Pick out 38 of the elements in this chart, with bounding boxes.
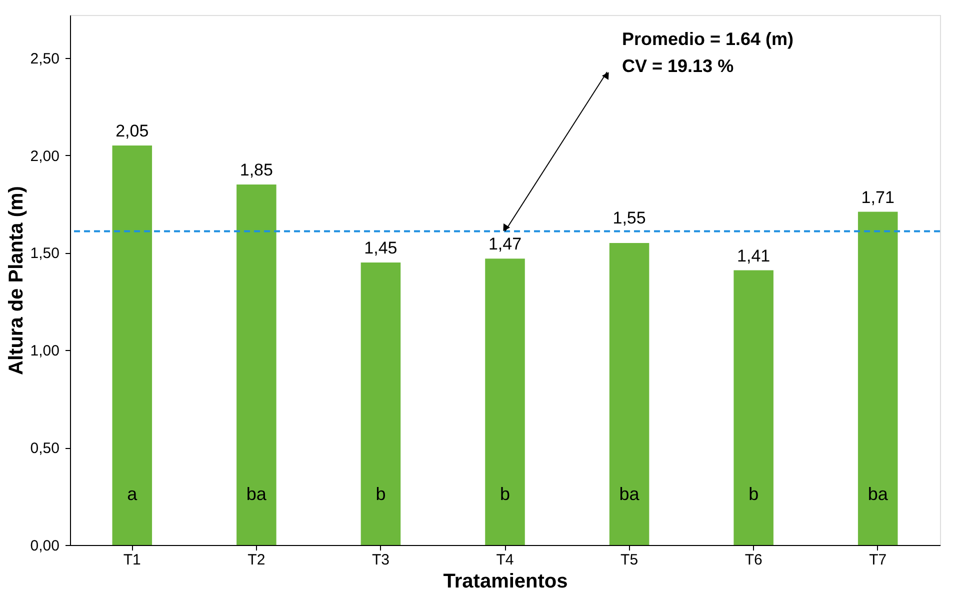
y-axis-title: Altura de Planta (m) [5, 186, 28, 375]
annotation: b [376, 484, 386, 504]
x-tick-label: T1 [123, 552, 141, 568]
y-tick-label: 1,00 [30, 342, 60, 360]
annotation: b [500, 484, 510, 504]
data-label: 1,85 [240, 160, 273, 180]
y-tick-label: 1,50 [30, 245, 60, 262]
data-label: 2,05 [116, 122, 149, 141]
annotation: ba [246, 484, 268, 504]
annotation: CV = 19.13 % [622, 56, 734, 76]
x-tick-label: T4 [496, 552, 514, 568]
x-tick-label: T2 [248, 552, 266, 568]
x-tick-label: T7 [869, 552, 887, 568]
x-axis-title: Tratamientos [443, 570, 568, 592]
bar [112, 146, 152, 545]
annotation: a [127, 484, 138, 504]
bar [734, 270, 774, 545]
bar [609, 242, 650, 545]
data-label: 1,55 [612, 208, 646, 228]
y-tick-label: 2,00 [30, 148, 60, 165]
data-label: 1,47 [488, 234, 522, 254]
bar [360, 262, 401, 545]
x-tick-label: T6 [744, 552, 762, 568]
y-tick-label: 0,00 [30, 538, 60, 554]
annotation: Promedio = 1.64 (m) [622, 29, 794, 49]
bar [236, 184, 276, 545]
annotation: ba [619, 484, 640, 504]
data-label: 1,45 [364, 238, 398, 258]
y-tick-label: 0,50 [30, 440, 60, 458]
annotation: b [748, 484, 759, 504]
data-label: 1,71 [861, 188, 894, 207]
bar [858, 212, 898, 545]
x-tick-label: T3 [372, 552, 390, 568]
y-tick-label: 2,50 [30, 50, 60, 68]
bar [485, 258, 525, 545]
data-label: 1,41 [737, 246, 770, 266]
x-tick-label: T5 [620, 552, 638, 568]
annotation: ba [868, 484, 889, 504]
